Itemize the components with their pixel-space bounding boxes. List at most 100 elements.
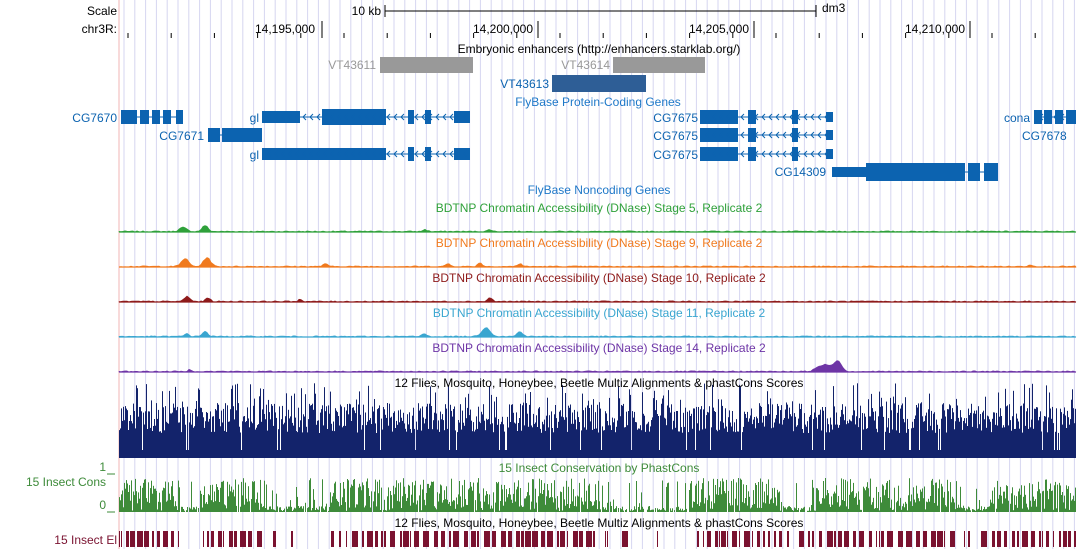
insect-cons-bar [246,498,247,512]
multiz-bar [970,412,971,458]
dnase-stage5-title[interactable]: BDTNP Chromatin Accessibility (DNase) St… [435,201,763,215]
insect-cons-bar [183,509,184,512]
gene-label-cg7675[interactable]: CG7675 [653,111,698,125]
gene-label-cg7675[interactable]: CG7675 [653,148,698,162]
multiz-bar [224,430,225,458]
insect-cons-bar [224,504,225,512]
multiz-bar [657,414,658,458]
gene-label-cg7670[interactable]: CG7670 [72,111,117,125]
dnase-stage9-title[interactable]: BDTNP Chromatin Accessibility (DNase) St… [435,236,763,250]
multiz-bar [384,409,385,458]
insect-cons-bar [299,507,300,512]
multiz-bar [313,409,314,458]
insect-cons-bar [988,506,989,512]
multiz-bar [291,395,292,458]
multiz-bar [221,410,222,458]
multiz-bar [881,397,882,458]
gene-label-cg7675[interactable]: CG7675 [653,129,698,143]
insect-cons-bar [1031,506,1032,512]
insect-cons-bar [321,506,322,512]
multiz-bar [460,404,461,458]
enhancer-label-vt43614[interactable]: VT43614 [561,58,610,72]
conserved-element [144,531,149,547]
insect-cons-bar [527,492,528,512]
insect-cons-bar [230,491,231,512]
multiz-bar [690,416,691,458]
multiz-bar [196,401,197,458]
insect-cons-bar [189,507,190,512]
insect-cons-bar [225,505,226,512]
multiz-bar [987,415,988,458]
conserved-element [1063,531,1067,547]
multiz-bar [836,412,837,458]
strand-arrow [1067,113,1072,121]
dnase-stage14-title[interactable]: BDTNP Chromatin Accessibility (DNase) St… [432,341,766,355]
multiz-bar [308,419,309,458]
insect-cons-bar [770,499,771,512]
multiz-bar [425,418,426,458]
conserved-element [163,531,168,547]
insect-cons-bar [651,509,652,512]
multiz-bar [658,416,659,458]
multiz-bar [652,417,653,458]
insect-cons-bar [435,507,436,512]
gene-label-cg7678[interactable]: CG7678 [1022,129,1067,143]
noncoding-track-title[interactable]: FlyBase Noncoding Genes [527,183,671,197]
multiz-track-title[interactable]: 12 Flies, Mosquito, Honeybee, Beetle Mul… [394,376,804,390]
enhancers-track-title[interactable]: Embryonic enhancers (http://enhancers.st… [457,42,741,56]
multiz-bar [643,413,644,458]
multiz-bar [890,397,891,458]
insect-cons-bar [981,506,982,512]
multiz-bar [816,417,817,458]
multiz-bar [659,450,660,458]
insect-cons-bar [123,507,124,512]
conserved-element [410,531,411,547]
multiz-bar [762,422,763,458]
multiz-bar [329,413,330,458]
multiz-bar [786,402,787,458]
gene-label-cona[interactable]: cona [1003,111,1030,125]
insect-cons-bar [1021,485,1022,512]
insect-cons-side-label[interactable]: 15 Insect Cons [25,475,106,489]
gene-label-gl[interactable]: gl [249,148,259,162]
insect-cons-bar [533,479,534,512]
conserved-element [1059,531,1061,547]
multiz-bar [1006,406,1007,458]
dnase-stage11-title[interactable]: BDTNP Chromatin Accessibility (DNase) St… [432,306,766,320]
strand-arrow [351,113,356,121]
insect-cons-bar [401,508,402,512]
enhancer-label-vt43613[interactable]: VT43613 [500,77,549,91]
gene-label-cg14309[interactable]: CG14309 [774,165,826,179]
gene-label-gl[interactable]: gl [249,111,259,125]
insect-cons-bar [909,478,910,512]
insect-cons-bar [1055,481,1056,512]
insect-cons-bar [464,479,465,512]
multiz-bar [198,388,199,458]
insect-cons-bar [409,485,410,512]
insect-cons-bar [901,509,902,512]
multiz-bar [417,429,418,458]
conserved-element [586,531,592,547]
multiz-bar [1060,408,1061,458]
multiz-bar [162,391,163,458]
insect-cons-bar [359,483,360,512]
multiz-bar [396,420,397,458]
multiz-bar [627,425,628,458]
elements-track-title[interactable]: 12 Flies, Mosquito, Honeybee, Beetle Mul… [394,516,804,530]
enhancer-label-vt43611[interactable]: VT43611 [328,58,376,72]
gene-label-cg7671[interactable]: CG7671 [159,129,204,143]
protein-genes-track-title[interactable]: FlyBase Protein-Coding Genes [515,95,681,109]
insect-cons-bar [311,510,312,512]
insect-cons-bar [921,491,922,512]
multiz-bar [219,418,220,458]
insect-cons-bar [958,504,959,512]
insect-el-side-label[interactable]: 15 Insect El [54,533,117,547]
insect-cons-bar [1008,500,1009,512]
dnase-stage10-title[interactable]: BDTNP Chromatin Accessibility (DNase) St… [432,271,766,285]
insect-cons-bar [593,505,594,512]
conserved-element [484,531,490,547]
insect-cons-title[interactable]: 15 Insect Conservation by PhastCons [498,461,700,475]
insect-cons-bar [1066,485,1067,512]
